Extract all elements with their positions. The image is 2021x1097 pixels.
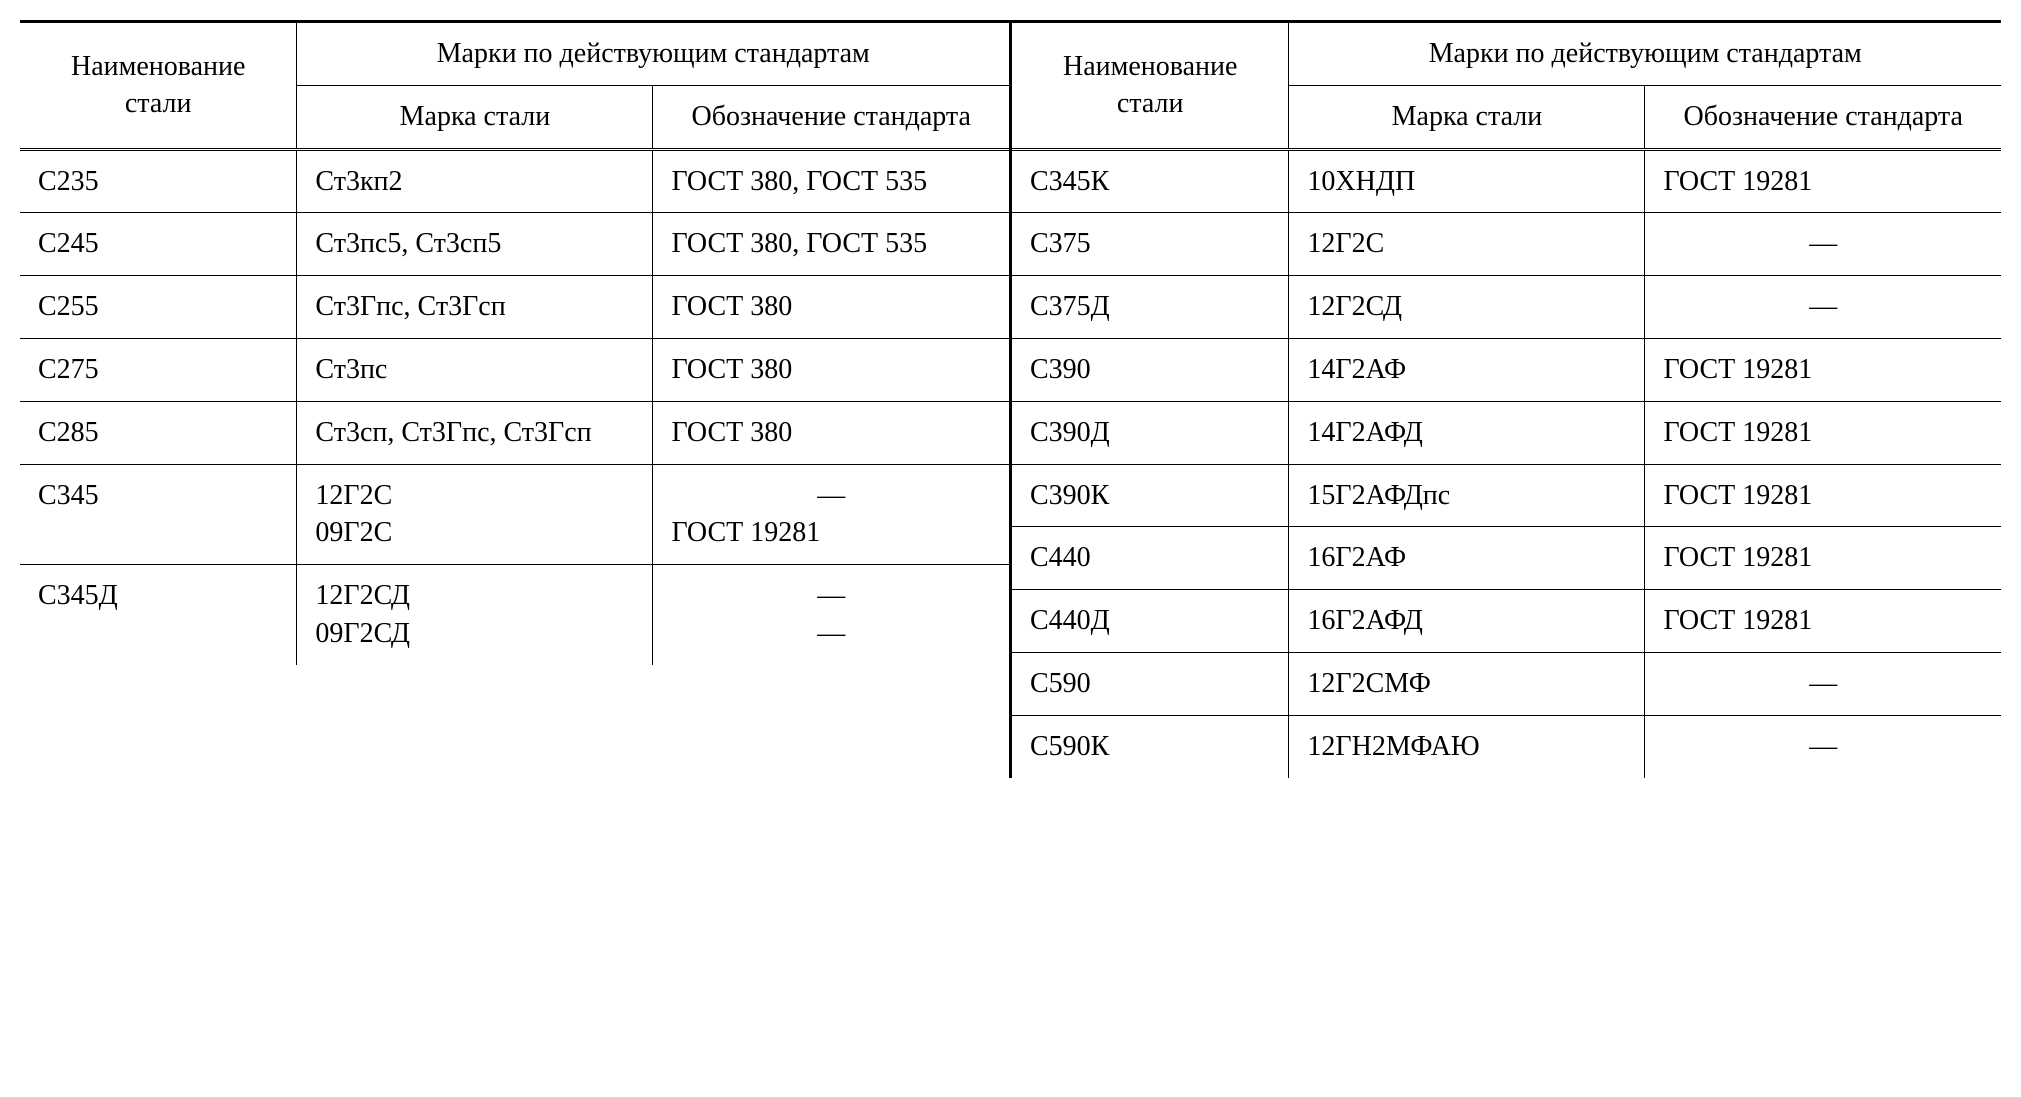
cell-steel-name: С390 <box>1012 338 1289 401</box>
right-table: Наименование стали Марки по действующим … <box>1012 23 2001 778</box>
cell-grade: Ст3пс <box>297 338 653 401</box>
cell-steel-name: С285 <box>20 401 297 464</box>
cell-standard: ГОСТ 380 <box>653 401 1009 464</box>
hdr-std-right: Обозначение стандарта <box>1645 85 2001 149</box>
cell-standard: — <box>1645 715 2001 777</box>
right-thead: Наименование стали Марки по действующим … <box>1012 23 2001 149</box>
cell-grade: 14Г2АФД <box>1289 401 1645 464</box>
cell-standard: — <box>1645 652 2001 715</box>
cell-standard: ГОСТ 19281 <box>1645 338 2001 401</box>
cell-steel-name: С345К <box>1012 149 1289 213</box>
table-row: С255Ст3Гпс, Ст3ГспГОСТ 380 <box>20 276 1009 339</box>
hdr-std-left: Обозначение стандарта <box>653 85 1009 149</box>
right-half: Наименование стали Марки по действующим … <box>1010 23 2001 778</box>
table-row: С285Ст3сп, Ст3Гпс, Ст3ГспГОСТ 380 <box>20 401 1009 464</box>
cell-grade: 12Г2СД09Г2СД <box>297 565 653 665</box>
cell-standard: ГОСТ 380, ГОСТ 535 <box>653 149 1009 213</box>
table-row: С390Д14Г2АФДГОСТ 19281 <box>1012 401 2001 464</box>
cell-steel-name: С345Д <box>20 565 297 665</box>
cell-standard: — <box>1645 276 2001 339</box>
table-row: С345Д12Г2СД09Г2СД—— <box>20 565 1009 665</box>
table-row: С375Д12Г2СД— <box>1012 276 2001 339</box>
cell-standard: ГОСТ 19281 <box>1645 527 2001 590</box>
table-row: С345К10ХНДПГОСТ 19281 <box>1012 149 2001 213</box>
cell-grade: Ст3сп, Ст3Гпс, Ст3Гсп <box>297 401 653 464</box>
table-row: С275Ст3псГОСТ 380 <box>20 338 1009 401</box>
steel-standards-table: Наименование стали Марки по действующим … <box>20 20 2001 778</box>
left-thead: Наименование стали Марки по действующим … <box>20 23 1009 149</box>
table-row: С59012Г2СМФ— <box>1012 652 2001 715</box>
cell-steel-name: С390Д <box>1012 401 1289 464</box>
cell-grade: 15Г2АФДпс <box>1289 464 1645 527</box>
table-row: С235Ст3кп2ГОСТ 380, ГОСТ 535 <box>20 149 1009 213</box>
cell-standard: ГОСТ 19281 <box>1645 590 2001 653</box>
cell-steel-name: С590 <box>1012 652 1289 715</box>
table-row: С590К12ГН2МФАЮ— <box>1012 715 2001 777</box>
cell-steel-name: С375Д <box>1012 276 1289 339</box>
cell-steel-name: С440Д <box>1012 590 1289 653</box>
cell-steel-name: С245 <box>20 213 297 276</box>
cell-grade: 12Г2С09Г2С <box>297 464 653 565</box>
cell-standard: —— <box>653 565 1009 665</box>
cell-grade: 12Г2СМФ <box>1289 652 1645 715</box>
cell-grade: Ст3Гпс, Ст3Гсп <box>297 276 653 339</box>
hdr-group-right: Марки по действующим стандартам <box>1289 23 2001 85</box>
hdr-grade-right: Марка стали <box>1289 85 1645 149</box>
cell-grade: Ст3пс5, Ст3сп5 <box>297 213 653 276</box>
cell-standard: —ГОСТ 19281 <box>653 464 1009 565</box>
cell-steel-name: С375 <box>1012 213 1289 276</box>
cell-standard: ГОСТ 380 <box>653 276 1009 339</box>
table-row: С245Ст3пс5, Ст3сп5ГОСТ 380, ГОСТ 535 <box>20 213 1009 276</box>
cell-standard: ГОСТ 19281 <box>1645 464 2001 527</box>
table-row: С34512Г2С09Г2С—ГОСТ 19281 <box>20 464 1009 565</box>
cell-steel-name: С235 <box>20 149 297 213</box>
cell-steel-name: С440 <box>1012 527 1289 590</box>
table-row: С39014Г2АФГОСТ 19281 <box>1012 338 2001 401</box>
cell-steel-name: С255 <box>20 276 297 339</box>
cell-grade: 14Г2АФ <box>1289 338 1645 401</box>
cell-standard: ГОСТ 19281 <box>1645 401 2001 464</box>
right-tbody: С345К10ХНДПГОСТ 19281С37512Г2С—С375Д12Г2… <box>1012 149 2001 777</box>
table-row: С390К15Г2АФДпсГОСТ 19281 <box>1012 464 2001 527</box>
left-table: Наименование стали Марки по действующим … <box>20 23 1009 665</box>
cell-grade: 12ГН2МФАЮ <box>1289 715 1645 777</box>
cell-grade: 10ХНДП <box>1289 149 1645 213</box>
cell-steel-name: С590К <box>1012 715 1289 777</box>
left-half: Наименование стали Марки по действующим … <box>20 23 1010 778</box>
hdr-grade-left: Марка стали <box>297 85 653 149</box>
table-row: С44016Г2АФГОСТ 19281 <box>1012 527 2001 590</box>
cell-standard: ГОСТ 19281 <box>1645 149 2001 213</box>
cell-grade: 12Г2СД <box>1289 276 1645 339</box>
left-tbody: С235Ст3кп2ГОСТ 380, ГОСТ 535С245Ст3пс5, … <box>20 149 1009 665</box>
cell-grade: 16Г2АФ <box>1289 527 1645 590</box>
table-row: С37512Г2С— <box>1012 213 2001 276</box>
cell-grade: Ст3кп2 <box>297 149 653 213</box>
hdr-name-left: Наименование стали <box>20 23 297 149</box>
cell-grade: 12Г2С <box>1289 213 1645 276</box>
cell-standard: ГОСТ 380 <box>653 338 1009 401</box>
cell-steel-name: С345 <box>20 464 297 565</box>
cell-standard: ГОСТ 380, ГОСТ 535 <box>653 213 1009 276</box>
cell-standard: — <box>1645 213 2001 276</box>
cell-steel-name: С390К <box>1012 464 1289 527</box>
table-row: С440Д16Г2АФДГОСТ 19281 <box>1012 590 2001 653</box>
hdr-group-left: Марки по действующим стандартам <box>297 23 1009 85</box>
cell-steel-name: С275 <box>20 338 297 401</box>
hdr-name-right: Наименование стали <box>1012 23 1289 149</box>
cell-grade: 16Г2АФД <box>1289 590 1645 653</box>
